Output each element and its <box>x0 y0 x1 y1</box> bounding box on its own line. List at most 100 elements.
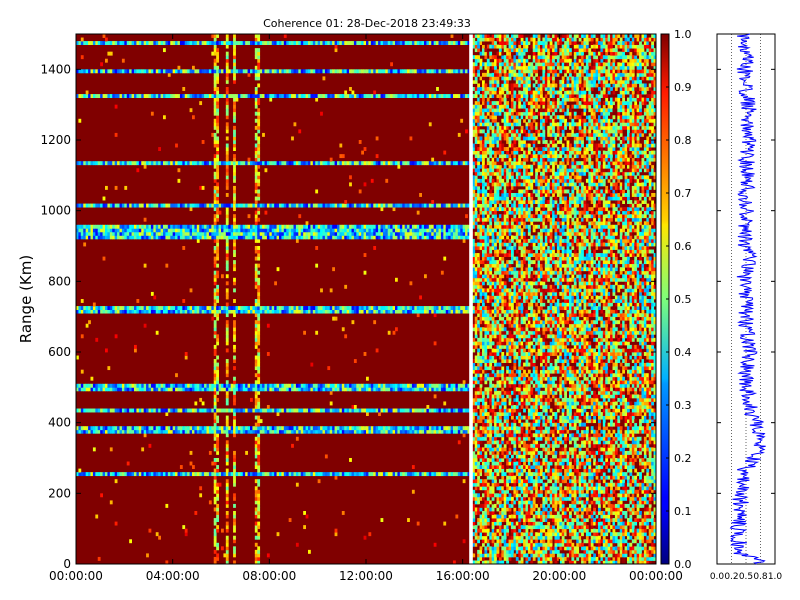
heatmap-cell <box>320 383 323 388</box>
heatmap-cell <box>486 532 490 537</box>
heatmap-cell <box>479 535 483 540</box>
heatmap-cell <box>373 383 377 388</box>
heatmap-cell <box>225 256 229 261</box>
heatmap-cell <box>146 41 149 45</box>
heatmap-cell <box>167 94 171 98</box>
heatmap-cell <box>390 94 393 98</box>
heatmap-cell <box>494 532 497 537</box>
heatmap-cell <box>378 412 381 416</box>
heatmap-cell <box>351 383 355 388</box>
heatmap-cell <box>312 228 316 233</box>
heatmap-cell <box>482 94 485 98</box>
heatmap-cell <box>286 309 290 314</box>
heatmap-cell <box>474 472 478 477</box>
heatmap-cell <box>344 472 348 477</box>
heatmap-cell <box>266 553 270 558</box>
heatmap-cell <box>351 235 355 240</box>
heatmap-cell <box>479 373 483 378</box>
heatmap-cell <box>489 535 493 540</box>
heatmap-cell <box>370 309 374 314</box>
heatmap-cell <box>250 228 253 233</box>
heatmap-cell <box>88 426 91 431</box>
heatmap-cell <box>431 383 435 388</box>
heatmap-cell <box>455 426 459 431</box>
heatmap-cell <box>150 203 154 208</box>
heatmap-cell <box>450 472 454 477</box>
heatmap-cell <box>259 228 263 233</box>
heatmap-cell <box>150 41 154 45</box>
heatmap-cell <box>366 203 369 208</box>
heatmap-cell <box>484 334 488 339</box>
heatmap-cell <box>491 207 495 212</box>
heatmap-cell <box>257 108 261 113</box>
heatmap-cell <box>477 207 480 212</box>
heatmap-cell <box>216 436 219 441</box>
heatmap-cell <box>308 161 311 166</box>
heatmap-cell <box>134 203 137 208</box>
heatmap-cell <box>298 387 302 392</box>
heatmap-cell <box>419 426 422 431</box>
heatmap-cell <box>433 542 437 547</box>
heatmap-cell <box>254 387 258 392</box>
heatmap-cell <box>228 228 232 233</box>
heatmap-cell <box>138 41 142 45</box>
heatmap-cell <box>356 203 360 208</box>
heatmap-cell <box>216 419 219 424</box>
heatmap-cell <box>486 323 490 328</box>
heatmap-cell <box>486 263 490 268</box>
heatmap-cell <box>206 408 210 413</box>
heatmap-cell <box>233 535 236 540</box>
heatmap-cell <box>479 528 483 533</box>
heatmap-cell <box>286 235 290 240</box>
heatmap-cell <box>491 486 495 491</box>
heatmap-cell <box>216 228 219 233</box>
heatmap-cell <box>477 260 480 265</box>
heatmap-cell <box>428 231 432 236</box>
heatmap-cell <box>477 352 480 356</box>
heatmap-cell <box>240 429 244 434</box>
heatmap-cell <box>472 161 476 166</box>
heatmap-cell <box>491 185 495 190</box>
heatmap-cell <box>124 429 128 434</box>
heatmap-cell <box>105 41 108 45</box>
heatmap-cell <box>494 560 497 564</box>
heatmap-cell <box>494 461 497 466</box>
heatmap-cell <box>170 472 174 477</box>
heatmap-cell <box>489 164 493 169</box>
heatmap-cell <box>225 182 229 187</box>
heatmap-cell <box>242 235 246 240</box>
heatmap-cell <box>233 203 236 208</box>
heatmap-cell <box>146 426 149 431</box>
heatmap-cell <box>479 380 483 385</box>
heatmap-cell <box>225 150 229 155</box>
heatmap-cell <box>327 387 331 392</box>
heatmap-cell <box>489 511 493 515</box>
heatmap-cell <box>358 472 362 477</box>
heatmap-cell <box>288 426 292 431</box>
heatmap-cell <box>233 94 236 98</box>
heatmap-cell <box>266 94 270 98</box>
heatmap-cell <box>484 207 488 212</box>
heatmap-cell <box>443 387 447 392</box>
heatmap-cell <box>221 383 224 388</box>
heatmap-cell <box>477 108 480 113</box>
heatmap-cell <box>489 196 493 201</box>
heatmap-cell <box>105 58 108 63</box>
heatmap-cell <box>177 203 181 208</box>
heatmap-cell <box>484 136 488 141</box>
heatmap-cell <box>496 419 500 424</box>
heatmap-cell <box>315 429 319 434</box>
heatmap-cell <box>491 348 495 353</box>
heatmap-cell <box>148 235 152 240</box>
heatmap-cell <box>482 299 485 303</box>
heatmap-cell <box>474 129 478 134</box>
heatmap-cell <box>216 518 219 522</box>
heatmap-cell <box>223 69 227 74</box>
heatmap-cell <box>233 482 236 487</box>
heatmap-cell <box>453 224 456 229</box>
heatmap-cell <box>78 203 82 208</box>
heatmap-cell <box>482 101 485 106</box>
heatmap-cell <box>477 479 480 484</box>
heatmap-cell <box>491 359 495 363</box>
heatmap-cell <box>305 69 309 74</box>
